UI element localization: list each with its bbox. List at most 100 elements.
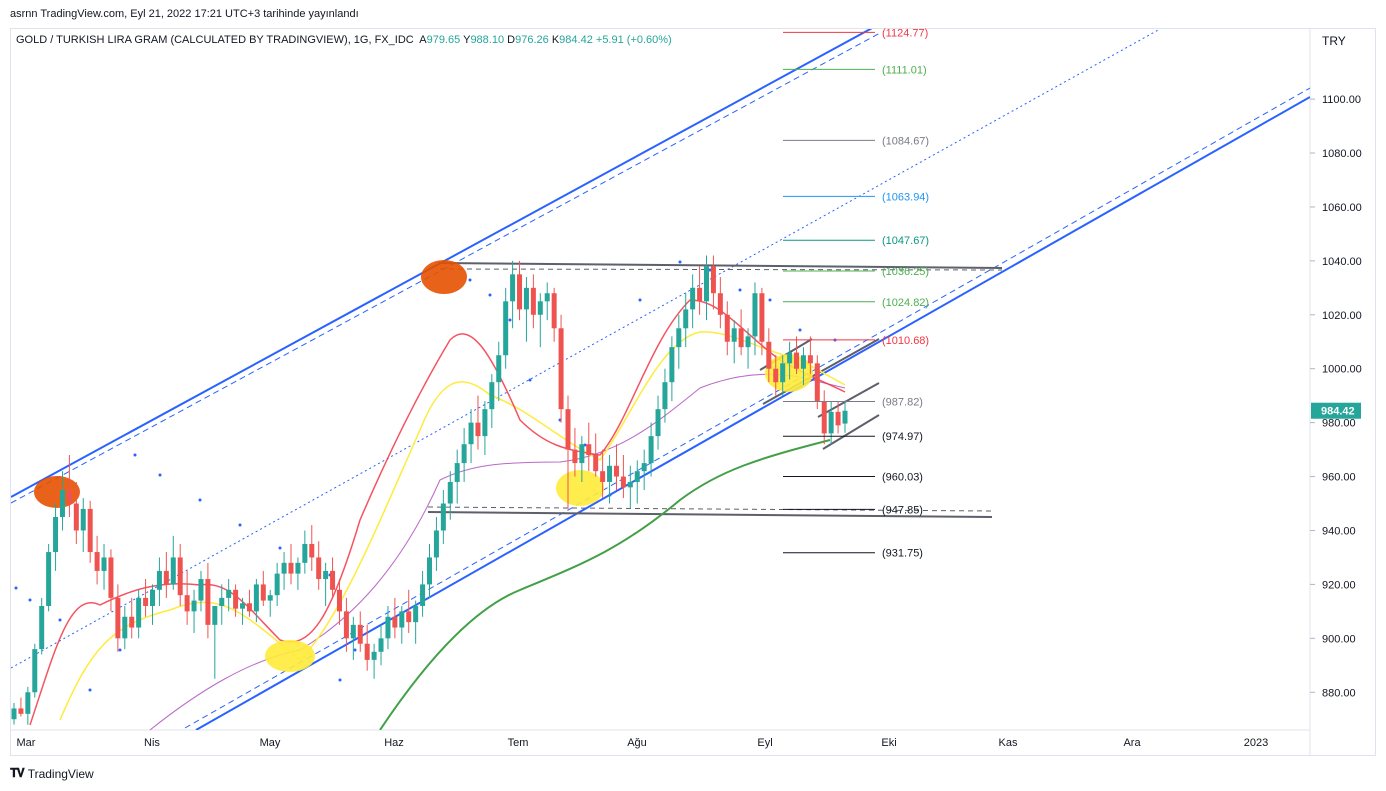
candle-body[interactable] xyxy=(433,530,439,558)
candle-body[interactable] xyxy=(59,490,65,518)
candle-body[interactable] xyxy=(302,543,308,563)
candle-body[interactable] xyxy=(406,611,412,623)
candle-body[interactable] xyxy=(510,274,516,302)
candle-body[interactable] xyxy=(25,692,31,714)
candle-body[interactable] xyxy=(94,552,100,571)
candle-body[interactable] xyxy=(205,579,211,625)
candle-body[interactable] xyxy=(371,651,377,660)
ma-red-line[interactable] xyxy=(29,299,846,726)
candle-body[interactable] xyxy=(835,411,841,426)
candle-body[interactable] xyxy=(80,508,86,531)
candle-body[interactable] xyxy=(323,570,329,580)
highlight-ellipse-yellow[interactable] xyxy=(556,470,604,506)
candle-body[interactable] xyxy=(212,605,218,625)
candle-body[interactable] xyxy=(780,363,786,383)
candle-body[interactable] xyxy=(544,293,550,302)
candle-body[interactable] xyxy=(53,517,59,553)
candle-body[interactable] xyxy=(607,465,613,482)
lower-channel-dashed[interactable] xyxy=(184,87,1310,729)
candle-body[interactable] xyxy=(752,293,758,337)
candle-body[interactable] xyxy=(454,463,460,482)
resistance-dashed[interactable] xyxy=(439,268,1003,271)
candle-body[interactable] xyxy=(530,287,536,315)
candle-body[interactable] xyxy=(427,557,432,585)
candle-body[interactable] xyxy=(558,328,564,410)
candle-body[interactable] xyxy=(122,616,128,639)
flag-line-3[interactable] xyxy=(817,382,880,418)
sma-200-line[interactable] xyxy=(379,439,831,730)
candle-body[interactable] xyxy=(773,368,779,383)
candle-body[interactable] xyxy=(246,603,252,612)
candle-body[interactable] xyxy=(420,584,426,606)
candle-body[interactable] xyxy=(565,409,571,450)
candle-body[interactable] xyxy=(447,481,453,504)
candle-body[interactable] xyxy=(73,503,79,531)
candle-body[interactable] xyxy=(669,347,675,383)
highlight-ellipse-orange[interactable] xyxy=(421,260,467,294)
candle-body[interactable] xyxy=(143,597,149,606)
candle-body[interactable] xyxy=(683,309,689,329)
candle-body[interactable] xyxy=(309,543,315,558)
candle-body[interactable] xyxy=(489,382,495,410)
candle-body[interactable] xyxy=(163,570,169,585)
candle-body[interactable] xyxy=(461,444,467,464)
candle-body[interactable] xyxy=(177,557,183,596)
candle-body[interactable] xyxy=(364,643,370,660)
candle-body[interactable] xyxy=(787,352,793,364)
candle-body[interactable] xyxy=(253,584,259,612)
candle-body[interactable] xyxy=(697,287,703,302)
candle-body[interactable] xyxy=(350,624,356,639)
candle-body[interactable] xyxy=(523,287,529,310)
candle-body[interactable] xyxy=(593,454,599,472)
candle-body[interactable] xyxy=(219,597,225,606)
candle-body[interactable] xyxy=(274,573,280,596)
candle-body[interactable] xyxy=(260,584,266,601)
candle-body[interactable] xyxy=(288,562,294,574)
candle-body[interactable] xyxy=(281,562,287,574)
candle-body[interactable] xyxy=(766,341,772,369)
candle-body[interactable] xyxy=(101,557,107,571)
candle-body[interactable] xyxy=(586,444,592,455)
candle-body[interactable] xyxy=(378,638,384,652)
candle-body[interactable] xyxy=(440,503,446,531)
candle-body[interactable] xyxy=(517,274,523,310)
candle-body[interactable] xyxy=(46,552,52,606)
candle-body[interactable] xyxy=(724,314,730,342)
candle-body[interactable] xyxy=(704,266,709,302)
candle-body[interactable] xyxy=(496,355,502,383)
candle-body[interactable] xyxy=(468,422,474,445)
candle-body[interactable] xyxy=(572,449,578,464)
candle-body[interactable] xyxy=(316,557,322,580)
candle-body[interactable] xyxy=(240,603,246,609)
candle-body[interactable] xyxy=(233,589,239,609)
candle-body[interactable] xyxy=(537,301,543,315)
candle-body[interactable] xyxy=(475,422,481,437)
candle-body[interactable] xyxy=(399,611,405,628)
candle-body[interactable] xyxy=(39,605,45,650)
candle-body[interactable] xyxy=(738,328,744,348)
candle-body[interactable] xyxy=(129,616,135,628)
lower-channel-line[interactable] xyxy=(195,96,1310,730)
support-line[interactable] xyxy=(427,511,993,518)
candle-body[interactable] xyxy=(842,410,848,424)
ma-purple-line[interactable] xyxy=(149,373,846,730)
candle-body[interactable] xyxy=(620,476,626,488)
candle-body[interactable] xyxy=(191,600,197,612)
candle-body[interactable] xyxy=(226,589,232,598)
candle-body[interactable] xyxy=(198,579,204,601)
candle-body[interactable] xyxy=(32,649,38,693)
candle-body[interactable] xyxy=(267,595,273,601)
candle-body[interactable] xyxy=(66,490,72,504)
candle-body[interactable] xyxy=(745,336,751,348)
candle-body[interactable] xyxy=(150,589,155,606)
highlight-ellipse-yellow[interactable] xyxy=(265,640,315,672)
support-dashed[interactable] xyxy=(427,506,993,512)
candle-body[interactable] xyxy=(814,363,820,402)
candle-body[interactable] xyxy=(357,624,363,644)
candle-body[interactable] xyxy=(828,411,834,434)
candle-body[interactable] xyxy=(821,401,827,434)
candle-body[interactable] xyxy=(108,557,114,598)
candle-body[interactable] xyxy=(600,471,606,482)
candle-body[interactable] xyxy=(648,436,654,464)
